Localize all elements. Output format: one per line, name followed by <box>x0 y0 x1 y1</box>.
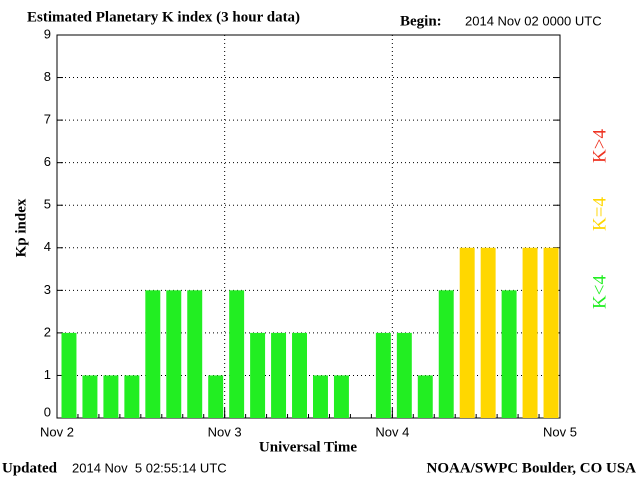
bar <box>271 332 287 418</box>
bar <box>250 332 266 418</box>
y-tick-label: 1 <box>44 367 51 382</box>
x-axis-label: Universal Time <box>259 439 358 455</box>
y-tick-label: 6 <box>44 154 51 169</box>
bar <box>145 290 161 418</box>
bar <box>522 247 538 418</box>
y-tick-label: 7 <box>44 112 51 127</box>
y-tick-label: 2 <box>44 324 51 339</box>
bar <box>438 290 454 418</box>
bar <box>333 375 349 418</box>
x-tick-label: Nov 4 <box>375 424 409 439</box>
bar <box>501 290 517 418</box>
begin-time: 2014 Nov 02 0000 UTC <box>465 13 602 28</box>
y-tick-label: 5 <box>44 197 51 212</box>
bar <box>396 332 412 418</box>
legend-entry: K=4 <box>589 197 610 231</box>
bar <box>459 247 475 418</box>
bar <box>417 375 433 418</box>
bar <box>375 332 391 418</box>
bar <box>61 332 77 418</box>
y-tick-label: 0 <box>44 404 51 419</box>
bar <box>166 290 182 418</box>
y-tick-label: 4 <box>44 239 51 254</box>
bar <box>229 290 245 418</box>
begin-label: Begin: <box>400 13 442 29</box>
x-tick-label: Nov 5 <box>543 424 577 439</box>
chart-title: Estimated Planetary K index (3 hour data… <box>27 9 300 25</box>
bar <box>208 375 224 418</box>
legend-entry: K>4 <box>589 129 610 163</box>
bar <box>292 332 307 418</box>
updated-label: Updated <box>2 460 58 476</box>
bar <box>82 375 98 418</box>
source: NOAA/SWPC Boulder, CO USA <box>427 460 637 476</box>
y-tick-label: 8 <box>44 69 51 84</box>
x-tick-label: Nov 2 <box>40 424 74 439</box>
updated-time: 2014 Nov 5 02:55:14 UTC <box>72 460 227 475</box>
y-tick-label: 9 <box>44 26 51 41</box>
bar <box>480 247 496 418</box>
bar <box>313 375 328 418</box>
bar <box>103 375 119 418</box>
bar <box>124 375 140 418</box>
y-tick-label: 3 <box>44 282 51 297</box>
bar <box>187 290 203 418</box>
bar <box>543 247 559 418</box>
legend-entry: K<4 <box>589 275 610 309</box>
x-tick-label: Nov 3 <box>208 424 242 439</box>
y-axis-label: Kp index <box>13 198 29 257</box>
